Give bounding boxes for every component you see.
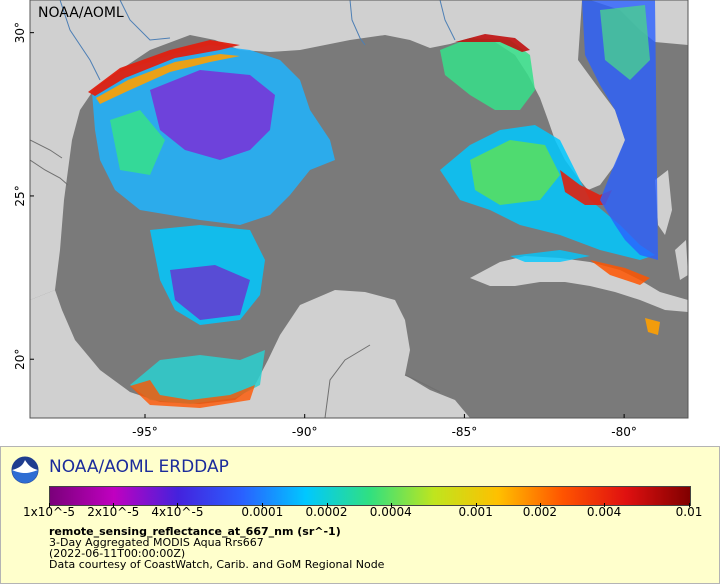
data-patch-texas-green [110,110,165,175]
colorbar-tick-label: 0.004 [586,505,622,519]
mexico-land [30,290,470,418]
yucatan-coast-detail [404,374,441,393]
data-patch-campeche-red [130,380,255,408]
data-patch-florida-keys-red [560,170,612,205]
map-corner-label: NOAA/AOML [38,5,124,21]
rivers-and-borders [30,0,456,418]
lat-tick-label: 25° [13,185,27,206]
us-mexico-border [30,159,69,186]
colorbar-tick-label: 4x10^-5 [151,505,204,519]
colorbar-tick-mark [177,503,179,507]
lon-tick-label: -85° [452,425,478,439]
legend-caption: remote_sensing_reflectance_at_667_nm (sr… [49,526,384,570]
dataset-name: 3-Day Aggregated MODIS Aqua Rrs667 [49,536,264,549]
lon-tick-label: -90° [292,425,318,439]
colorbar-tick-mark [390,503,392,507]
data-patch-nw-purple [150,70,275,160]
river-texas-2 [119,0,171,41]
data-patch-florida-coast-red [455,34,530,52]
colorbar-tick-label: 0.002 [522,505,558,519]
noaa-logo-icon [11,456,39,484]
legend-title: NOAA/AOML ERDDAP [49,457,229,477]
data-credit: Data courtesy of CoastWatch, Carib. and … [49,558,385,571]
longitude-axis: -95° -90° -85° -80° [132,414,637,439]
colorbar-tick-mark [539,503,541,507]
map-canvas: NOAA/AOML 30° 25° 20° -95° -90° -85° -80° [13,0,689,439]
lon-tick-label: -80° [611,425,637,439]
reflectance-data-layer [88,0,660,408]
colorbar-tick-mark [262,503,264,507]
mississippi-river [349,0,366,46]
lat-tick-label: 20° [13,349,27,370]
legend-panel: NOAA/AOML ERDDAP 1x10^-5 2x10^-5 4x10^-5 0.… [0,446,720,584]
colorbar-tick-label: 0.0004 [369,505,412,519]
colorbar-tick-label: 0.001 [458,505,493,519]
data-patch-central-purple [170,265,250,320]
colorbar-tick-label: 0.0001 [241,505,284,519]
time-stamp: (2022-06-11T00:00:00Z) [49,547,186,560]
latitude-axis: 30° 25° 20° [13,22,34,370]
colorbar-tick-label: 0.0002 [305,505,348,519]
colorbar-tick-label: 1x10^-5 [22,505,76,519]
colorbar-tick-mark [475,503,477,507]
data-patch-coast-orange [96,54,240,104]
state-border [30,139,63,159]
colorbar-tick-row: 1x10^-5 2x10^-5 4x10^-5 0.0001 0.0002 0.0004 0… [1,503,719,527]
data-patch-west-florida-green [470,140,560,205]
data-patch-campeche [130,350,265,404]
lon-tick-label: -95° [132,425,158,439]
map-border [29,0,689,419]
colorbar-tick-mark [113,503,115,507]
lat-tick-label: 30° [13,22,27,43]
colorbar-tick-mark [326,503,328,507]
bahamas-land [655,170,688,280]
us-gulf-coast-land [30,0,688,300]
data-patch-cuba-coast [590,260,650,285]
colorbar [49,486,691,506]
mexico-guatemala-border [324,344,371,418]
cuba-land [470,256,688,312]
colorbar-tick-label: 0.01 [675,505,703,519]
colorbar-tick-mark [689,503,690,507]
data-patch-yucatan-orange [645,318,660,335]
map-panel: NOAA/AOML 30° 25° 20° -95° -90° -85° -80° [13,0,689,439]
data-patch-florida-panhandle [440,38,535,110]
variable-name: remote_sensing_reflectance_at_667_nm (sr… [49,525,341,538]
colorbar-tick-label: 2x10^-5 [87,505,140,519]
colorbar-tick-mark [49,503,50,507]
colorbar-tick-mark [604,503,606,507]
land-masses [30,0,688,418]
river-texas-1 [59,0,101,81]
data-patch-cuba-north [510,250,590,262]
data-patch-coast-red [88,40,240,96]
river-alabama [439,0,456,41]
data-patch-atlantic-green [600,5,650,80]
